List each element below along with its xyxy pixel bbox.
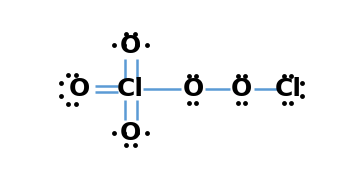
Text: O: O xyxy=(182,77,204,101)
Text: Cl: Cl xyxy=(274,77,301,101)
Text: O: O xyxy=(231,77,252,101)
Text: O: O xyxy=(68,77,90,101)
Text: Cl: Cl xyxy=(117,77,144,101)
Text: O: O xyxy=(120,34,141,58)
Text: O: O xyxy=(120,121,141,145)
